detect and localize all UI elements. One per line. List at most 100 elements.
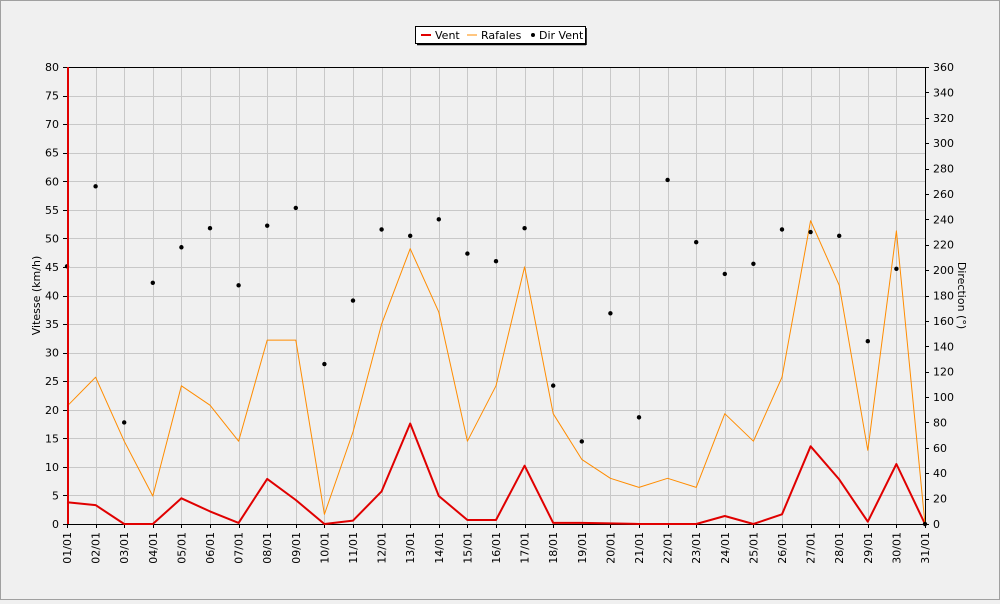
dir-point — [207, 226, 213, 231]
left-tick-label: 0 — [52, 518, 59, 531]
x-tick-label: 15/01 — [461, 532, 474, 564]
x-tick-label: 17/01 — [519, 532, 532, 564]
right-tick-label: 180 — [933, 290, 954, 303]
dir-point — [894, 266, 899, 272]
x-tick-label: 11/01 — [347, 532, 360, 564]
x-tick-label: 29/01 — [862, 532, 875, 564]
series-vent — [66, 422, 926, 525]
legend-label: Rafales — [481, 29, 522, 42]
left-tick-label: 40 — [45, 290, 59, 303]
x-tick-label: 21/01 — [633, 532, 646, 564]
right-tick-label: 160 — [933, 315, 954, 328]
x-tick-label: 10/01 — [318, 532, 331, 564]
left-tick-label: 20 — [45, 404, 59, 417]
right-tick-label: 20 — [933, 493, 947, 506]
right-tick-label: 340 — [933, 86, 954, 99]
dir-point — [779, 227, 785, 232]
dir-point — [408, 233, 413, 239]
right-axis: 0 20 40 60 80 100 120 140 160 180 200 220 240 260 280 3… — [925, 61, 954, 531]
x-tick-label: 25/01 — [747, 532, 760, 564]
legend-marker — [531, 33, 535, 37]
dir-point — [436, 217, 441, 222]
y2-axis-title: Direction (°) — [955, 262, 968, 329]
right-tick-label: 200 — [933, 264, 954, 277]
x-tick-label: 13/01 — [404, 532, 417, 564]
dir-point — [837, 233, 842, 239]
x-tick-label: 28/01 — [833, 532, 846, 564]
left-tick-label: 30 — [45, 347, 59, 360]
dir-point — [93, 184, 98, 189]
dir-point — [350, 298, 356, 303]
x-tick-label: 09/01 — [290, 532, 303, 564]
right-tick-label: 280 — [933, 163, 954, 176]
x-tick-label: 24/01 — [719, 532, 732, 564]
x-tick-label: 02/01 — [90, 532, 103, 564]
right-tick-label: 360 — [933, 61, 954, 74]
x-tick-label: 12/01 — [376, 532, 389, 564]
dir-point — [665, 177, 670, 183]
left-tick-label: 10 — [45, 461, 59, 474]
dir-point — [150, 280, 155, 286]
dir-point — [694, 239, 699, 245]
dir-point — [122, 420, 127, 425]
dir-point — [236, 283, 241, 288]
x-tick-label: 04/01 — [147, 532, 160, 564]
x-tick-label: 14/01 — [433, 532, 446, 564]
x-tick-label: 26/01 — [776, 532, 789, 564]
right-tick-label: 220 — [933, 239, 954, 252]
legend-label: Dir Vent — [539, 29, 584, 42]
x-tick-label: 06/01 — [204, 532, 217, 564]
left-tick-label: 75 — [45, 90, 59, 103]
left-tick-label: 70 — [45, 118, 59, 131]
dir-point — [179, 245, 184, 250]
x-tick-label: 03/01 — [118, 532, 131, 564]
x-tick-label: 20/01 — [604, 532, 617, 564]
x-tick-label: 01/01 — [61, 532, 74, 564]
right-tick-label: 80 — [933, 416, 947, 429]
right-tick-label: 60 — [933, 442, 947, 455]
right-tick-label: 0 — [933, 518, 940, 531]
right-tick-label: 320 — [933, 112, 954, 125]
gridlines — [67, 67, 926, 525]
dir-point — [522, 226, 527, 231]
x-tick-label: 30/01 — [890, 532, 903, 564]
x-tick-label: 08/01 — [261, 532, 274, 564]
left-tick-label: 45 — [45, 261, 59, 274]
left-tick-label: 25 — [45, 375, 59, 388]
dir-point — [636, 415, 642, 420]
left-tick-label: 5 — [52, 489, 59, 502]
right-tick-label: 100 — [933, 391, 954, 404]
dir-point — [608, 311, 613, 316]
y-axis-title: Vitesse (km/h) — [30, 256, 43, 336]
x-tick-label: 27/01 — [805, 532, 818, 564]
dir-point — [322, 361, 327, 367]
right-tick-label: 300 — [933, 137, 954, 150]
x-tick-label: 05/01 — [175, 532, 188, 564]
x-tick-label: 31/01 — [919, 532, 932, 564]
dir-point — [493, 259, 499, 264]
x-tick-label: 22/01 — [662, 532, 675, 564]
dir-point — [808, 229, 813, 235]
dir-point — [922, 521, 928, 527]
dir-point — [722, 271, 727, 277]
dir-point — [865, 339, 870, 344]
dir-point — [265, 223, 270, 228]
left-tick-label: 55 — [45, 204, 59, 217]
left-tick-label: 65 — [45, 147, 59, 160]
right-tick-label: 40 — [933, 467, 947, 480]
legend: Vent Rafales Dir Vent — [415, 26, 587, 46]
dir-point — [465, 251, 470, 256]
x-tick-label: 07/01 — [233, 532, 246, 564]
dir-point — [751, 261, 756, 266]
right-tick-label: 120 — [933, 366, 954, 379]
right-tick-label: 140 — [933, 340, 954, 353]
dir-point — [551, 383, 556, 388]
right-tick-label: 260 — [933, 188, 954, 201]
left-axis: 0 5 10 15 20 25 30 35 40 45 50 55 60 65 70 75 80 — [45, 61, 67, 531]
dir-point — [293, 205, 298, 211]
x-axis: 01/01 02/01 03/01 04/01 05/01 06/01 07/01 08/01… — [61, 524, 932, 564]
right-tick-label: 240 — [933, 213, 954, 226]
left-tick-label: 60 — [45, 175, 59, 188]
